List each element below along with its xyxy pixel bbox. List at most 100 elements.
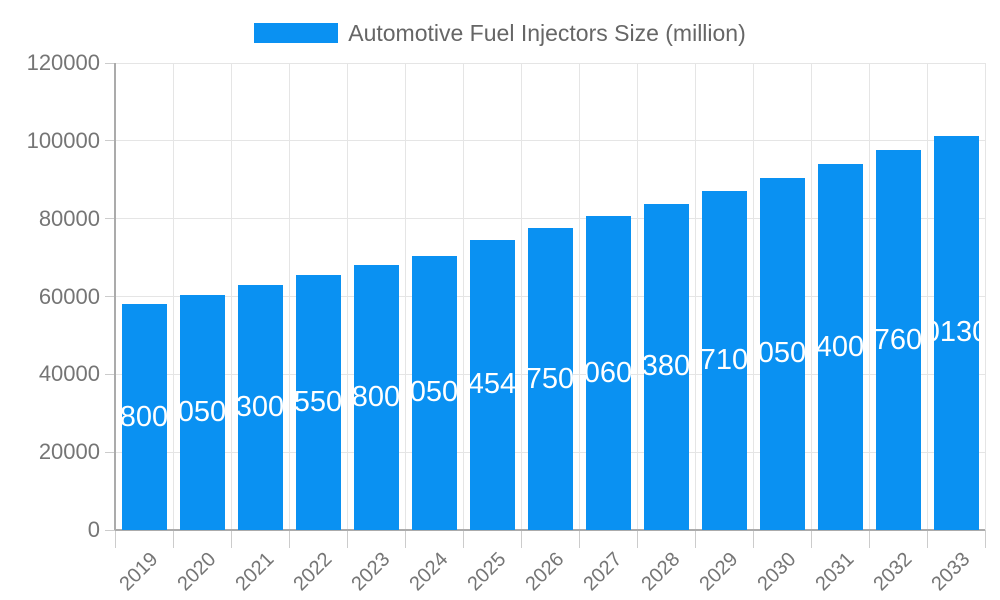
x-gridline xyxy=(578,63,580,530)
x-axis-tick xyxy=(288,530,290,548)
x-axis-category-label: 2031 xyxy=(810,548,858,596)
y-axis-tick-label: 100000 xyxy=(26,127,100,153)
x-gridline xyxy=(172,63,174,530)
bar-value-label: 83800 xyxy=(643,350,689,383)
x-axis-tick xyxy=(230,530,232,548)
x-axis-category-label: 2028 xyxy=(636,548,684,596)
bar[interactable]: 83800 xyxy=(643,203,689,530)
bar-value-label: 101300 xyxy=(934,316,979,349)
x-axis-category-label: 2029 xyxy=(694,548,742,596)
legend-label: Automotive Fuel Injectors Size (million) xyxy=(348,20,746,46)
legend: Automotive Fuel Injectors Size (million) xyxy=(0,20,1000,46)
x-axis-category-label: 2023 xyxy=(346,548,394,596)
x-axis-category-label: 2033 xyxy=(926,548,974,596)
y-gridline xyxy=(115,62,985,64)
legend-item[interactable]: Automotive Fuel Injectors Size (million) xyxy=(254,20,746,46)
x-axis-tick xyxy=(346,530,348,548)
x-axis-tick xyxy=(114,530,116,548)
x-axis-tick xyxy=(810,530,812,548)
y-axis-tick xyxy=(105,218,115,220)
bar-value-label: 63000 xyxy=(237,390,283,423)
bar[interactable]: 80600 xyxy=(585,216,631,530)
bar[interactable]: 77500 xyxy=(527,228,573,530)
x-axis-tick xyxy=(752,530,754,548)
x-gridline xyxy=(230,63,232,530)
x-gridline xyxy=(288,63,290,530)
bar[interactable]: 74545 xyxy=(469,239,515,530)
bar[interactable]: 58000 xyxy=(121,304,167,530)
x-gridline xyxy=(520,63,522,530)
x-axis-tick xyxy=(694,530,696,548)
x-gridline xyxy=(752,63,754,530)
bar[interactable]: 65500 xyxy=(295,275,341,530)
y-axis-tick xyxy=(105,140,115,142)
bar-value-label: 60500 xyxy=(179,395,225,428)
x-axis-category-label: 2019 xyxy=(114,548,162,596)
bar-value-label: 77500 xyxy=(527,362,573,395)
x-gridline xyxy=(346,63,348,530)
x-axis-line xyxy=(115,529,985,531)
x-gridline xyxy=(984,63,986,530)
bar-value-label: 65500 xyxy=(295,386,341,419)
bar-value-label: 80600 xyxy=(585,356,631,389)
x-gridline xyxy=(462,63,464,530)
bar[interactable]: 87100 xyxy=(701,191,747,530)
x-axis-category-label: 2024 xyxy=(404,548,452,596)
x-gridline xyxy=(868,63,870,530)
x-axis-category-label: 2021 xyxy=(230,548,278,596)
legend-swatch-icon xyxy=(254,23,339,43)
x-axis-category-label: 2027 xyxy=(578,548,626,596)
x-axis-tick xyxy=(578,530,580,548)
x-axis-tick xyxy=(868,530,870,548)
bar[interactable]: 60500 xyxy=(179,294,225,530)
y-axis-tick-label: 120000 xyxy=(26,50,100,75)
bar-value-label: 87100 xyxy=(701,344,747,376)
y-axis-tick-label: 40000 xyxy=(38,361,100,387)
bar-value-label: 90500 xyxy=(759,337,805,370)
x-gridline xyxy=(926,63,928,530)
bar-value-label: 58000 xyxy=(121,400,167,433)
x-gridline xyxy=(636,63,638,530)
x-axis-category-label: 2020 xyxy=(172,548,220,596)
y-axis-tick-label: 20000 xyxy=(38,439,100,465)
y-axis-tick xyxy=(105,373,115,375)
y-axis-tick-label: 60000 xyxy=(38,283,100,309)
bar-value-label: 70500 xyxy=(411,376,457,409)
y-axis-tick xyxy=(105,529,115,531)
bar[interactable]: 63000 xyxy=(237,284,283,530)
x-axis-tick xyxy=(172,530,174,548)
x-axis-category-label: 2026 xyxy=(520,548,568,596)
y-axis-tick-label: 0 xyxy=(87,517,100,542)
x-gridline xyxy=(694,63,696,530)
x-gridline xyxy=(810,63,812,530)
y-axis-tick xyxy=(105,62,115,64)
y-gridline xyxy=(115,218,985,220)
x-axis-category-label: 2022 xyxy=(288,548,336,596)
x-axis-category-label: 2025 xyxy=(462,548,510,596)
x-axis-tick xyxy=(636,530,638,548)
y-axis-tick xyxy=(105,451,115,453)
bar[interactable]: 70500 xyxy=(411,255,457,530)
y-gridline xyxy=(115,140,985,142)
x-gridline xyxy=(404,63,406,530)
bar[interactable]: 101300 xyxy=(933,135,979,530)
x-axis-category-label: 2030 xyxy=(752,548,800,596)
bar-value-label: 97600 xyxy=(875,323,921,356)
x-axis-tick xyxy=(462,530,464,548)
bar-value-label: 74545 xyxy=(469,368,515,401)
x-axis-tick xyxy=(926,530,928,548)
x-axis-tick xyxy=(984,530,986,548)
y-axis-tick xyxy=(105,296,115,297)
x-axis-tick xyxy=(404,530,406,548)
x-axis-category-label: 2032 xyxy=(868,548,916,596)
y-axis-tick-label: 80000 xyxy=(38,205,100,231)
bar[interactable]: 90500 xyxy=(759,177,805,530)
x-axis-tick xyxy=(520,530,522,548)
y-axis-line xyxy=(114,63,116,530)
bar[interactable]: 97600 xyxy=(875,150,921,530)
bar-value-label: 94000 xyxy=(817,330,863,363)
bar[interactable]: 68000 xyxy=(353,265,399,530)
bar-value-label: 68000 xyxy=(353,381,399,414)
bar[interactable]: 94000 xyxy=(817,164,863,530)
